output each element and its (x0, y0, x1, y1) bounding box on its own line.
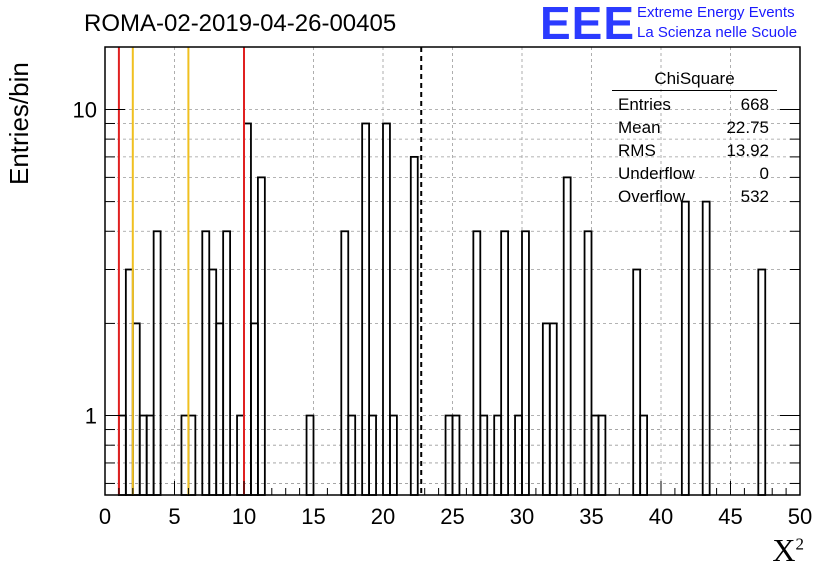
stat-label: Underflow (618, 164, 695, 183)
stat-value: 532 (740, 187, 769, 206)
histogram-bin (680, 200, 690, 496)
stats-title: ChiSquare (654, 69, 735, 88)
x-tick-label: 50 (788, 504, 812, 529)
histogram-bin (124, 268, 134, 496)
histogram-bin (222, 230, 231, 496)
histogram-bin (548, 322, 558, 496)
histogram-bin (541, 322, 551, 496)
histogram-bin (208, 268, 218, 496)
x-tick-label: 35 (579, 504, 603, 529)
histogram-bin (131, 322, 141, 496)
x-tick-label: 0 (99, 504, 111, 529)
histogram-bin (632, 268, 642, 496)
histogram-bin (361, 122, 370, 496)
logo-mark: EEE (540, 0, 636, 49)
axis-ticks: 0 5 10 15 20 25 30 35 40 45 50 1 10 (73, 97, 813, 529)
histogram-bin (215, 322, 225, 496)
marker-lines (117, 47, 423, 495)
stat-label: Overflow (618, 187, 686, 206)
stat-label: Entries (618, 95, 671, 114)
grid-layer (105, 47, 800, 495)
stat-row-mean: Mean 22.75 (612, 116, 777, 139)
histogram-bin (256, 176, 266, 496)
histogram-bin (152, 230, 162, 496)
histogram-bin (757, 268, 767, 496)
stats-box: ChiSquare Entries 668 Mean 22.75 RMS 13.92 … (612, 68, 777, 208)
y-axis-label: Entries/bin (4, 62, 34, 185)
stats-divider (612, 90, 777, 91)
logo-line-2: La Scienza nelle Scuole (637, 24, 798, 41)
stat-value: 13.92 (726, 141, 769, 160)
histogram-bin (243, 122, 252, 496)
histogram-bin (250, 322, 259, 496)
histogram-bin (201, 230, 211, 496)
histogram-bin (409, 155, 419, 496)
x-tick-label: 30 (510, 504, 534, 529)
x-tick-label: 25 (440, 504, 464, 529)
histogram-bin (382, 122, 391, 496)
stat-row-entries: Entries 668 (612, 93, 777, 116)
stat-value: 668 (740, 95, 769, 114)
stat-row-rms: RMS 13.92 (612, 139, 777, 162)
histogram-bin (472, 230, 482, 496)
x-tick-label: 40 (649, 504, 673, 529)
eee-logo: EEE Extreme Energy Events La Scienza nel… (540, 0, 830, 49)
x-tick-label: 10 (232, 504, 256, 529)
stat-value: 0 (759, 164, 769, 183)
histogram-bin (583, 230, 593, 496)
histogram-bin (340, 230, 350, 496)
logo-line-1: Extreme Energy Events (637, 4, 795, 21)
histogram-bin (701, 200, 711, 496)
x-axis-label-text: X (772, 532, 796, 568)
x-tick-label: 5 (168, 504, 180, 529)
histogram-bin (562, 176, 572, 496)
x-tick-label: 45 (718, 504, 742, 529)
stat-value: 22.75 (726, 118, 769, 137)
x-axis-label: X2 (772, 532, 804, 569)
page-title: ROMA-02-2019-04-26-00405 (84, 10, 397, 37)
x-axis-label-superscript: 2 (795, 534, 805, 554)
y-tick-label: 1 (85, 404, 97, 429)
stat-row-overflow: Overflow 532 (612, 185, 777, 208)
stat-row-underflow: Underflow 0 (612, 162, 777, 185)
histogram-bin (521, 230, 530, 496)
x-tick-label: 20 (371, 504, 395, 529)
stat-label: Mean (618, 118, 661, 137)
x-tick-label: 15 (301, 504, 325, 529)
histogram-bin (500, 230, 509, 496)
y-tick-label: 10 (73, 97, 97, 122)
stat-label: RMS (618, 141, 656, 160)
